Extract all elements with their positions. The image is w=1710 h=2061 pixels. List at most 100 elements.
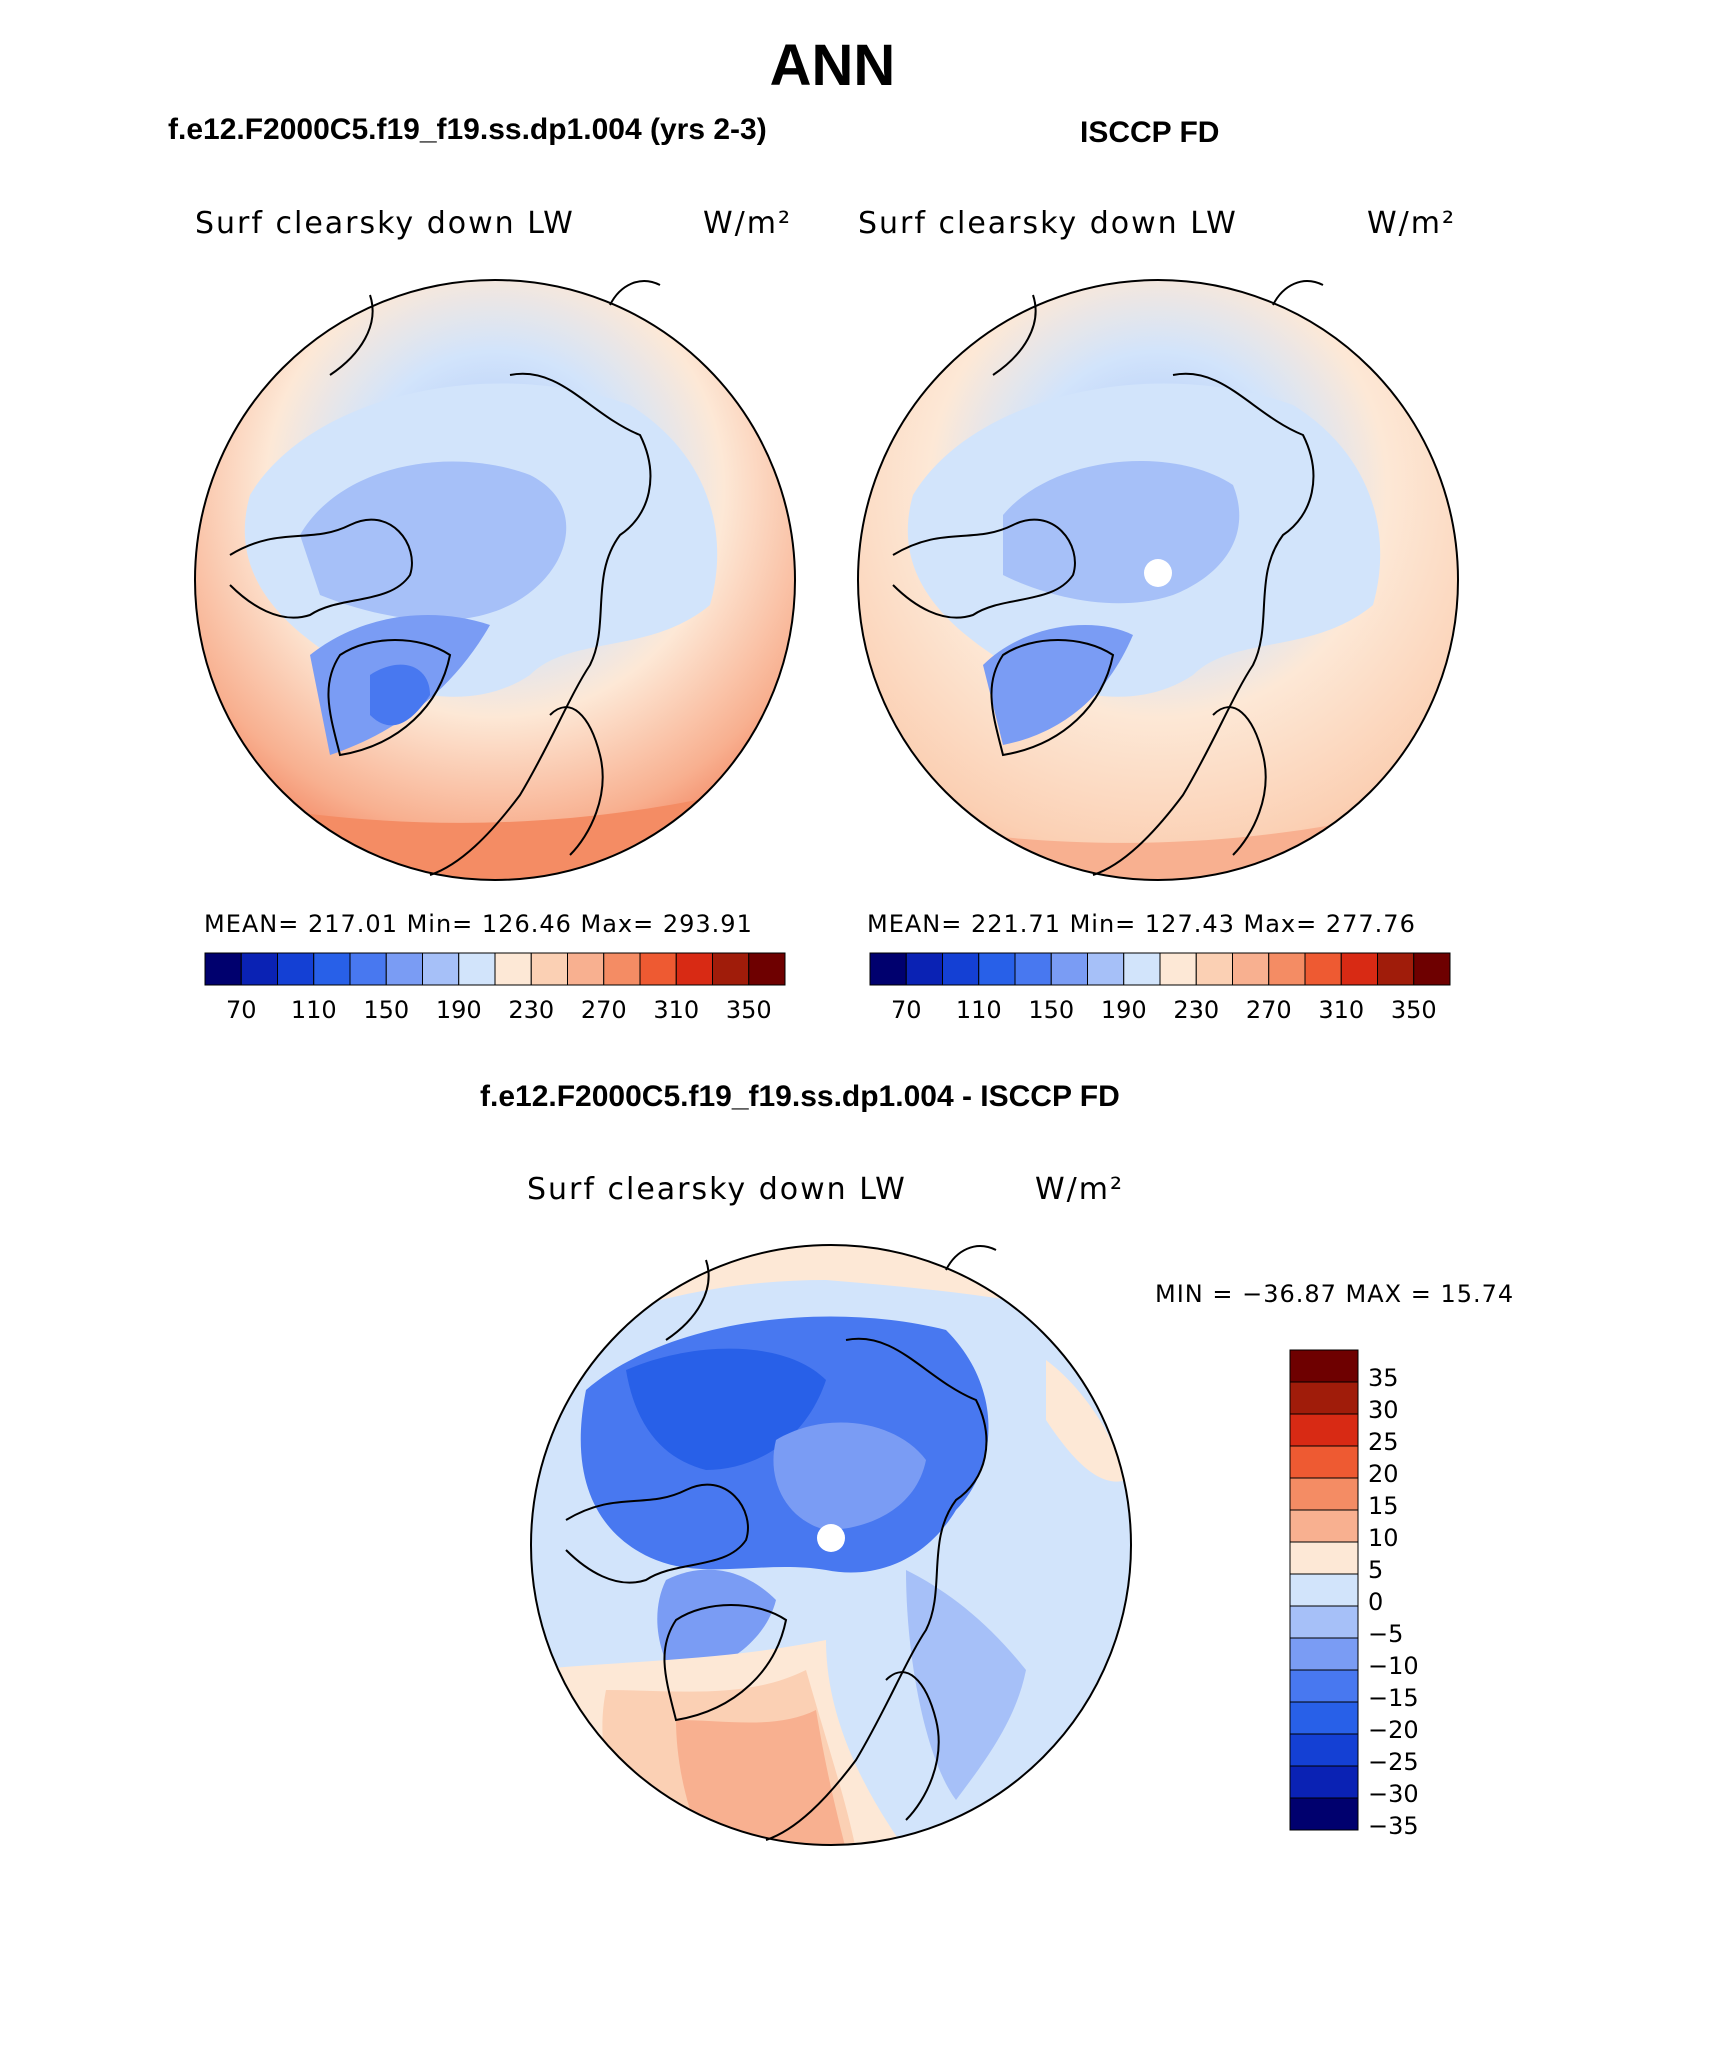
panel-1-units: W/m²: [703, 206, 793, 241]
colorbar-swatch: [1304, 952, 1342, 986]
colorbar-swatch: [1232, 952, 1270, 986]
colorbar-tick-label: 30: [1368, 1396, 1399, 1424]
map-panel-1: [194, 279, 796, 881]
colorbar-swatch: [1159, 952, 1197, 986]
colorbar-swatch: [1289, 1669, 1359, 1703]
colorbar-swatch: [1289, 1445, 1359, 1479]
colorbar-tick-label: 20: [1368, 1460, 1399, 1488]
colorbar-tick-label: 110: [290, 996, 337, 1024]
colorbar-swatch: [712, 952, 750, 986]
panel-3-units: W/m²: [1035, 1172, 1125, 1207]
colorbar-swatch: [675, 952, 713, 986]
colorbar-swatch: [1014, 952, 1052, 986]
panel-1-variable: Surf clearsky down LW: [195, 206, 575, 241]
panel-1-title: f.e12.F2000C5.f19_f19.ss.dp1.004 (yrs 2-…: [168, 113, 767, 146]
colorbar-tick-label: 25: [1368, 1428, 1399, 1456]
colorbar-swatch: [905, 952, 943, 986]
colorbar-panel-2-labels: 70 110 150 190 230 270 310 350: [870, 996, 1450, 1026]
colorbar-swatch: [1289, 1701, 1359, 1735]
colorbar-panel-2: [869, 952, 1451, 986]
colorbar-swatch: [978, 952, 1016, 986]
colorbar-tick-label: 350: [725, 996, 772, 1024]
panel-1-stats: MEAN= 217.01 Min= 126.46 Max= 293.91: [204, 910, 753, 938]
colorbar-swatch: [1289, 1605, 1359, 1639]
colorbar-tick-label: 70: [890, 996, 922, 1024]
colorbar-tick-label: 5: [1368, 1556, 1384, 1584]
colorbar-swatch: [748, 952, 786, 986]
colorbar-swatch: [869, 952, 907, 986]
colorbar-tick-label: −5: [1368, 1620, 1404, 1648]
colorbar-tick-label: 110: [955, 996, 1002, 1024]
difference-title: f.e12.F2000C5.f19_f19.ss.dp1.004 - ISCCP…: [480, 1080, 1120, 1113]
colorbar-tick-label: 190: [1100, 996, 1147, 1024]
colorbar-tick-label: 35: [1368, 1364, 1399, 1392]
colorbar-swatch: [1289, 1381, 1359, 1415]
panel-2-variable: Surf clearsky down LW: [858, 206, 1238, 241]
colorbar-swatch: [1289, 1509, 1359, 1543]
colorbar-swatch: [277, 952, 315, 986]
colorbar-panel-1: [204, 952, 786, 986]
colorbar-tick-label: 270: [580, 996, 627, 1024]
colorbar-tick-label: −25: [1368, 1748, 1419, 1776]
colorbar-swatch: [1123, 952, 1161, 986]
colorbar-swatch: [1289, 1637, 1359, 1671]
colorbar-swatch: [385, 952, 423, 986]
colorbar-swatch: [942, 952, 980, 986]
colorbar-swatch: [1289, 1349, 1359, 1383]
colorbar-tick-label: 230: [1173, 996, 1220, 1024]
colorbar-swatch: [567, 952, 605, 986]
colorbar-swatch: [1289, 1573, 1359, 1607]
colorbar-tick-label: −35: [1368, 1812, 1419, 1840]
colorbar-tick-label: 310: [1318, 996, 1365, 1024]
colorbar-swatch: [1087, 952, 1125, 986]
colorbar-swatch: [1268, 952, 1306, 986]
colorbar-swatch: [639, 952, 677, 986]
colorbar-swatch: [1289, 1541, 1359, 1575]
colorbar-swatch: [494, 952, 532, 986]
colorbar-swatch: [1289, 1477, 1359, 1511]
panel-3-variable: Surf clearsky down LW: [527, 1172, 907, 1207]
colorbar-swatch: [1289, 1765, 1359, 1799]
colorbar-swatch: [1289, 1797, 1359, 1831]
colorbar-tick-label: −10: [1368, 1652, 1419, 1680]
colorbar-tick-label: 310: [653, 996, 700, 1024]
colorbar-tick-label: 190: [435, 996, 482, 1024]
colorbar-swatch: [1289, 1733, 1359, 1767]
figure-title: ANN: [769, 33, 896, 98]
map-panel-2: [857, 279, 1459, 881]
colorbar-tick-label: 350: [1390, 996, 1437, 1024]
colorbar-swatch: [204, 952, 242, 986]
map-difference: [530, 1244, 1132, 1846]
colorbar-panel-1-labels: 70 110 150 190 230 270 310 350: [205, 996, 785, 1026]
colorbar-swatch: [1050, 952, 1088, 986]
colorbar-swatch: [1289, 1413, 1359, 1447]
colorbar-swatch: [349, 952, 387, 986]
colorbar-swatch: [1413, 952, 1451, 986]
colorbar-tick-label: −15: [1368, 1684, 1419, 1712]
panel-2-units: W/m²: [1367, 206, 1457, 241]
colorbar-tick-label: 150: [363, 996, 410, 1024]
colorbar-tick-label: −30: [1368, 1780, 1419, 1808]
colorbar-tick-label: 0: [1368, 1588, 1384, 1616]
panel-2-stats: MEAN= 221.71 Min= 127.43 Max= 277.76: [867, 910, 1416, 938]
colorbar-difference: [1289, 1349, 1359, 1831]
panel-2-title: ISCCP FD: [1080, 116, 1220, 149]
panel-3-stats: MIN = −36.87 MAX = 15.74: [1155, 1280, 1515, 1308]
colorbar-tick-label: 10: [1368, 1524, 1399, 1552]
colorbar-swatch: [1377, 952, 1415, 986]
colorbar-swatch: [313, 952, 351, 986]
colorbar-tick-label: 150: [1028, 996, 1075, 1024]
colorbar-tick-label: −20: [1368, 1716, 1419, 1744]
colorbar-swatch: [458, 952, 496, 986]
colorbar-swatch: [530, 952, 568, 986]
colorbar-difference-labels: 35 30 25 20 15 10 5 0 −5 −10 −15 −20 −25 −30 −35: [1368, 1350, 1488, 1840]
colorbar-tick-label: 230: [508, 996, 555, 1024]
colorbar-swatch: [1340, 952, 1378, 986]
missing-data-pole-diff: [817, 1524, 845, 1552]
colorbar-swatch: [1195, 952, 1233, 986]
colorbar-tick-label: 15: [1368, 1492, 1399, 1520]
colorbar-tick-label: 270: [1245, 996, 1292, 1024]
colorbar-swatch: [603, 952, 641, 986]
colorbar-swatch: [422, 952, 460, 986]
colorbar-tick-label: 70: [225, 996, 257, 1024]
